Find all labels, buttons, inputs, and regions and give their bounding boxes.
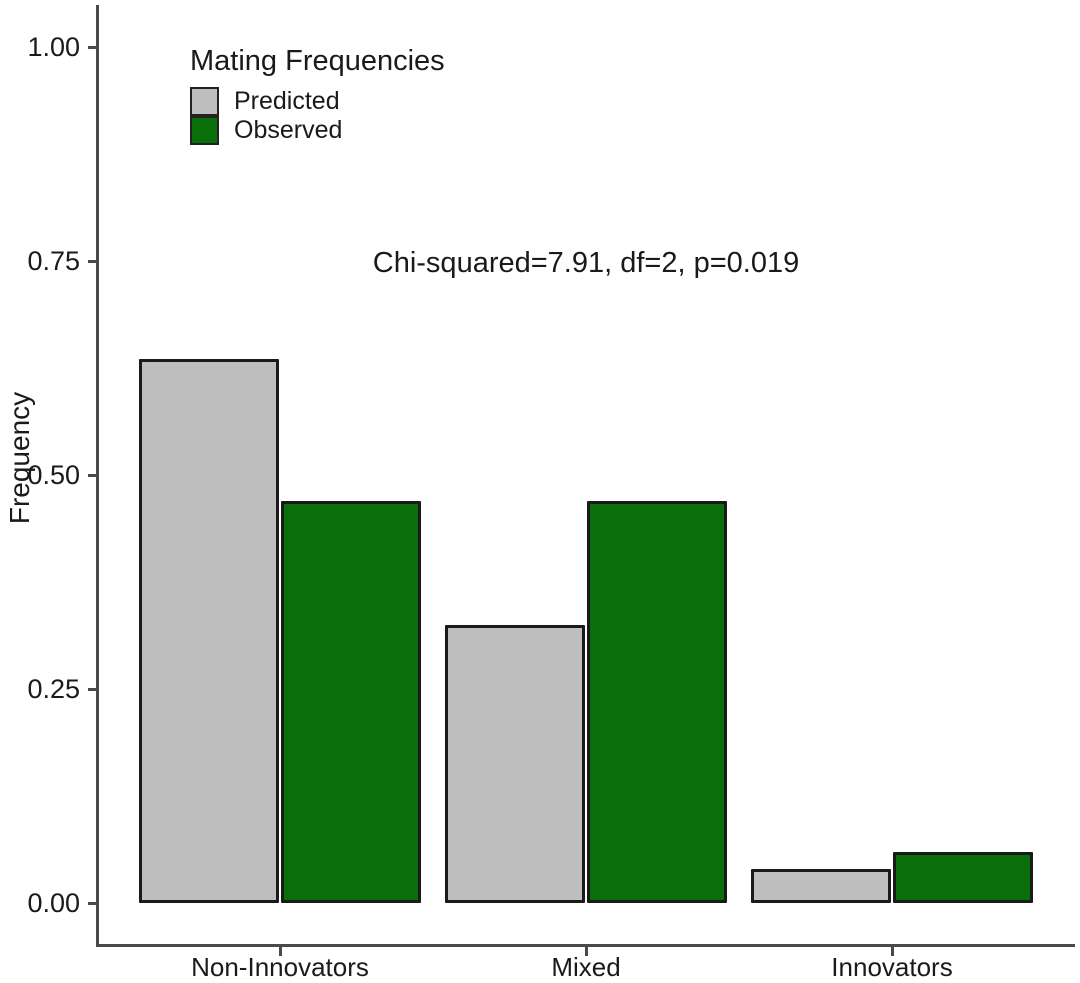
y-tick-mark-1.00 — [88, 46, 97, 49]
y-tick-mark-0.75 — [88, 260, 97, 263]
y-tick-mark-0.50 — [88, 474, 97, 477]
bar-predicted-mixed — [445, 625, 585, 903]
y-tick-label-0.75: 0.75 — [27, 246, 80, 276]
x-tick-label-innovators: Innovators — [831, 952, 953, 982]
legend-swatch-observed — [190, 116, 219, 145]
legend-label-observed: Observed — [234, 116, 343, 144]
bar-predicted-innovators — [751, 869, 891, 903]
x-axis-line — [96, 944, 1075, 947]
x-tick-label-mixed: Mixed — [551, 952, 621, 982]
y-tick-mark-0.00 — [88, 902, 97, 905]
y-tick-mark-0.25 — [88, 688, 97, 691]
x-tick-mark-mixed — [585, 947, 588, 956]
y-tick-label-1.00: 1.00 — [27, 32, 80, 62]
y-tick-label-0.25: 0.25 — [27, 674, 80, 704]
legend: Mating Frequencies Predicted Observed — [190, 44, 445, 145]
legend-title: Mating Frequencies — [190, 45, 445, 77]
y-axis-line — [96, 5, 99, 946]
legend-label-predicted: Predicted — [234, 87, 340, 115]
y-tick-label-0.50: 0.50 — [27, 460, 80, 490]
bar-observed-mixed — [587, 501, 727, 903]
chi-squared-annotation: Chi-squared=7.91, df=2, p=0.019 — [372, 247, 800, 279]
bar-observed-innovators — [893, 852, 1033, 903]
y-tick-label-0.00: 0.00 — [27, 888, 80, 918]
x-tick-mark-non-innovators — [279, 947, 282, 956]
y-axis-title: Frequency — [4, 391, 35, 525]
bar-predicted-non-innovators — [139, 359, 279, 903]
legend-swatch-predicted — [190, 87, 219, 116]
legend-entry-predicted: Predicted — [190, 87, 445, 116]
x-tick-label-non-innovators: Non-Innovators — [191, 952, 369, 982]
bar-observed-non-innovators — [281, 501, 421, 903]
legend-entry-observed: Observed — [190, 116, 445, 145]
x-tick-mark-innovators — [891, 947, 894, 956]
